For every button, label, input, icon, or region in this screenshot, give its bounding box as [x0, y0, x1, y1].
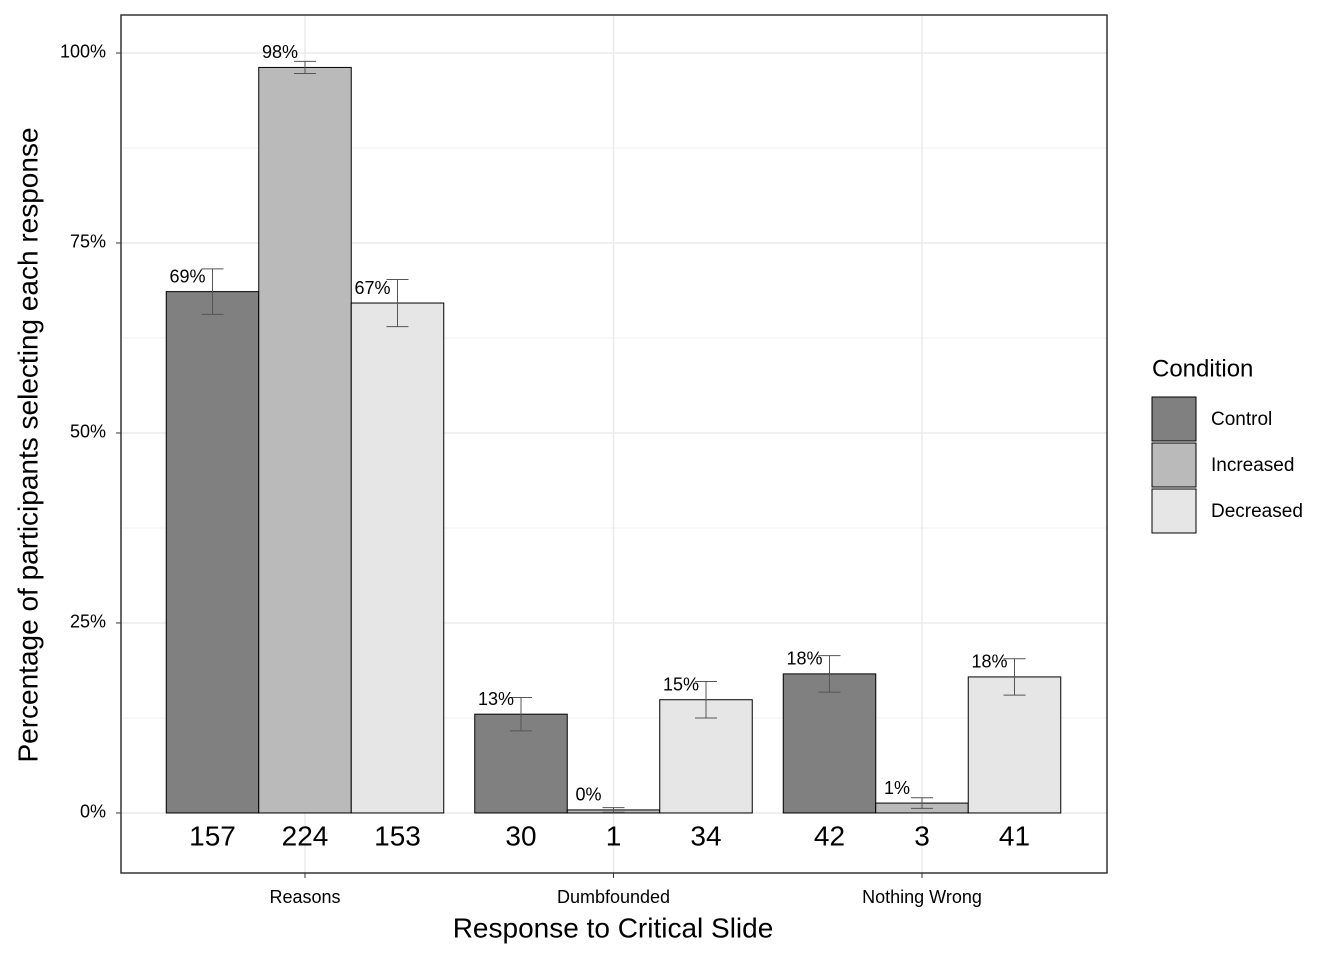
bar: [258, 66, 352, 814]
y-tick-label: 100%: [60, 42, 106, 62]
error-bar: [386, 278, 409, 328]
error-bar: [294, 60, 316, 75]
bar: [782, 673, 877, 814]
value-label: 18%: [786, 649, 822, 669]
bar: [659, 699, 753, 814]
x-tick-label: Nothing Wrong: [862, 887, 982, 907]
legend-label: Control: [1211, 409, 1272, 430]
y-tick-label: 75%: [70, 232, 106, 252]
count-label: 3: [914, 820, 930, 851]
error-bar: [911, 797, 933, 809]
count-label: 224: [282, 820, 329, 851]
value-label: 15%: [663, 674, 699, 694]
error-bar: [602, 807, 625, 813]
y-tick-label: 0%: [80, 802, 106, 822]
error-bar: [201, 268, 224, 315]
error-bar: [1003, 658, 1026, 696]
legend-label: Decreased: [1211, 501, 1303, 522]
count-label: 41: [999, 820, 1030, 851]
count-label: 34: [690, 820, 721, 851]
error-bar: [695, 680, 717, 719]
bar: [350, 302, 445, 814]
legend-key: [1151, 396, 1197, 442]
bar: [165, 291, 260, 814]
legend-key: [1151, 488, 1197, 534]
legend-title: Condition: [1152, 355, 1253, 382]
legend-key: [1151, 442, 1197, 488]
value-label: 13%: [478, 689, 514, 709]
x-tick-label: Dumbfounded: [557, 887, 670, 907]
value-label: 67%: [354, 278, 390, 298]
count-label: 1: [606, 820, 622, 851]
legend-label: Increased: [1211, 455, 1294, 476]
error-bar: [510, 696, 532, 732]
value-label: 69%: [169, 266, 205, 286]
count-label: 30: [505, 820, 536, 851]
value-label: 18%: [971, 652, 1007, 672]
y-axis-title: Percentage of participants selecting eac…: [12, 127, 43, 762]
bar: [967, 676, 1062, 814]
panel-border: [120, 14, 1108, 874]
error-bar: [818, 655, 841, 693]
count-label: 153: [374, 820, 421, 851]
value-label: 1%: [884, 778, 910, 798]
y-tick-label: 25%: [70, 612, 106, 632]
x-tick-label: Reasons: [269, 887, 340, 907]
count-label: 157: [189, 820, 236, 851]
y-tick-label: 50%: [70, 422, 106, 442]
x-axis-title: Response to Critical Slide: [453, 912, 774, 943]
count-label: 42: [814, 820, 845, 851]
value-label: 98%: [262, 42, 298, 62]
value-label: 0%: [575, 785, 601, 805]
